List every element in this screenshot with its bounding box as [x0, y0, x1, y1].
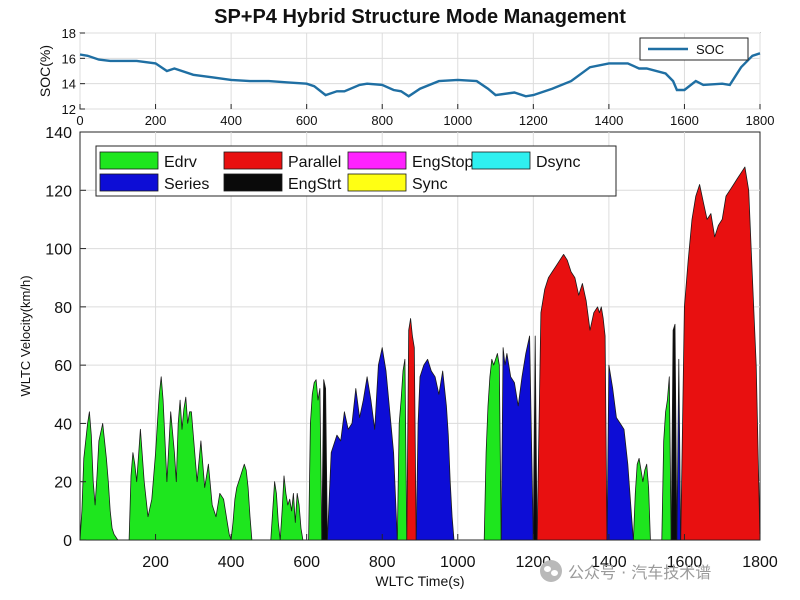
- soc-legend-box: [639, 37, 749, 61]
- mode-x-ticks: 200 400 600 800 1000 1200 1400 1600 1800: [142, 534, 778, 571]
- soc-y-axis-label: SOC(%): [37, 45, 53, 97]
- mode-area-series: [676, 358, 682, 541]
- watermark: 公众号 · 汽车技术谱: [540, 558, 780, 584]
- soc-x-tick-label: 400: [220, 113, 242, 128]
- mode-y-tick-label: 80: [54, 300, 72, 317]
- mode-area-edrv: [308, 379, 323, 541]
- soc-y-tick-label: 18: [62, 26, 76, 41]
- mode-x-tick-label: 1000: [440, 554, 476, 571]
- mode-y-tick-label: 140: [45, 125, 72, 142]
- mode-x-tick-label: 400: [218, 554, 245, 571]
- mode-x-tick-label: 600: [293, 554, 320, 571]
- mode-x-tick-label: 200: [142, 554, 169, 571]
- wechat-icon: [540, 560, 562, 582]
- mode-area-edrv: [79, 411, 119, 541]
- soc-x-tick-label: 1800: [746, 113, 775, 128]
- mode-area-edrv: [230, 463, 253, 541]
- mode-y-axis-label: WLTC Velocity(km/h): [18, 275, 33, 396]
- legend-label-dsync: Dsync: [536, 154, 580, 171]
- soc-series-line: [79, 52, 761, 98]
- mode-area-engstrt: [532, 335, 538, 541]
- soc-legend-label: SOC: [696, 42, 724, 57]
- mode-area-parallel: [536, 254, 608, 541]
- mode-area-engstrt: [670, 323, 678, 541]
- mode-area-engstrt: [321, 379, 328, 541]
- mode-x-tick-label: 1800: [742, 554, 778, 571]
- soc-y-tick-label: 14: [62, 77, 76, 92]
- chart-title: SP+P4 Hybrid Structure Mode Management: [214, 6, 626, 28]
- soc-x-tick-label: 600: [296, 113, 318, 128]
- mode-x-axis-label: WLTC Time(s): [375, 573, 464, 589]
- mode-y-tick-label: 60: [54, 358, 72, 375]
- soc-legend: SOC: [639, 37, 749, 61]
- legend-label-engstop: EngStop: [412, 154, 473, 171]
- mode-y-tick-label: 20: [54, 475, 72, 492]
- legend-label-sync: Sync: [412, 176, 448, 193]
- soc-y-ticks: 12 14 16 18: [62, 26, 85, 117]
- mode-area-parallel: [680, 166, 761, 541]
- legend-swatch-engstop: [347, 151, 407, 170]
- mode-area-edrv: [633, 458, 651, 541]
- mode-area-edrv: [483, 353, 502, 541]
- legend-label-edrv: Edrv: [164, 154, 197, 171]
- legend-label-parallel: Parallel: [288, 154, 341, 171]
- soc-x-tick-label: 800: [371, 113, 393, 128]
- legend-label-engstrt: EngStrt: [288, 176, 342, 193]
- mode-area-edrv: [270, 475, 304, 541]
- soc-x-tick-label: 1200: [519, 113, 548, 128]
- legend-label-series: Series: [164, 176, 209, 193]
- soc-x-tick-label: 1600: [670, 113, 699, 128]
- soc-y-tick-label: 16: [62, 51, 76, 66]
- mode-y-tick-label: 100: [45, 242, 72, 259]
- legend-swatch-engstrt: [223, 173, 283, 192]
- soc-y-tick-label: 12: [62, 102, 76, 117]
- mode-y-tick-label: 40: [54, 416, 72, 433]
- mode-x-tick-label: 1600: [667, 554, 703, 571]
- mode-x-tick-label: 1400: [591, 554, 627, 571]
- mode-legend: Edrv Series Parallel EngStrt EngStop Sync Dsyn…: [95, 145, 617, 197]
- mode-area-series: [327, 347, 398, 541]
- mode-x-tick-label: 800: [369, 554, 396, 571]
- legend-swatch-dsync: [471, 151, 531, 170]
- legend-swatch-edrv: [99, 151, 159, 170]
- mode-y-ticks: 0 20 40 60 80 100 120 140: [45, 125, 86, 550]
- soc-subplot: 12 14 16 18 0 200 400 600 800 1000 1200 1400 1600 18…: [37, 26, 774, 128]
- legend-swatch-parallel: [223, 151, 283, 170]
- mode-area-series: [415, 358, 455, 541]
- soc-x-tick-label: 200: [145, 113, 167, 128]
- mode-y-tick-label: 120: [45, 183, 72, 200]
- soc-x-tick-label: 0: [76, 113, 83, 128]
- soc-x-tick-label: 1000: [443, 113, 472, 128]
- mode-area-edrv: [128, 376, 232, 541]
- mode-y-tick-label: 0: [63, 533, 72, 550]
- soc-grid: [79, 32, 761, 110]
- soc-x-ticks: 0 200 400 600 800 1000 1200 1400 1600 1800: [76, 104, 774, 128]
- legend-swatch-series: [99, 173, 159, 192]
- mode-areas: [79, 166, 761, 541]
- mode-area-series: [500, 335, 534, 541]
- soc-x-tick-label: 1400: [594, 113, 623, 128]
- watermark-text: 公众号 · 汽车技术谱: [568, 563, 712, 582]
- legend-swatch-sync: [347, 173, 407, 192]
- mode-area-series: [606, 364, 634, 541]
